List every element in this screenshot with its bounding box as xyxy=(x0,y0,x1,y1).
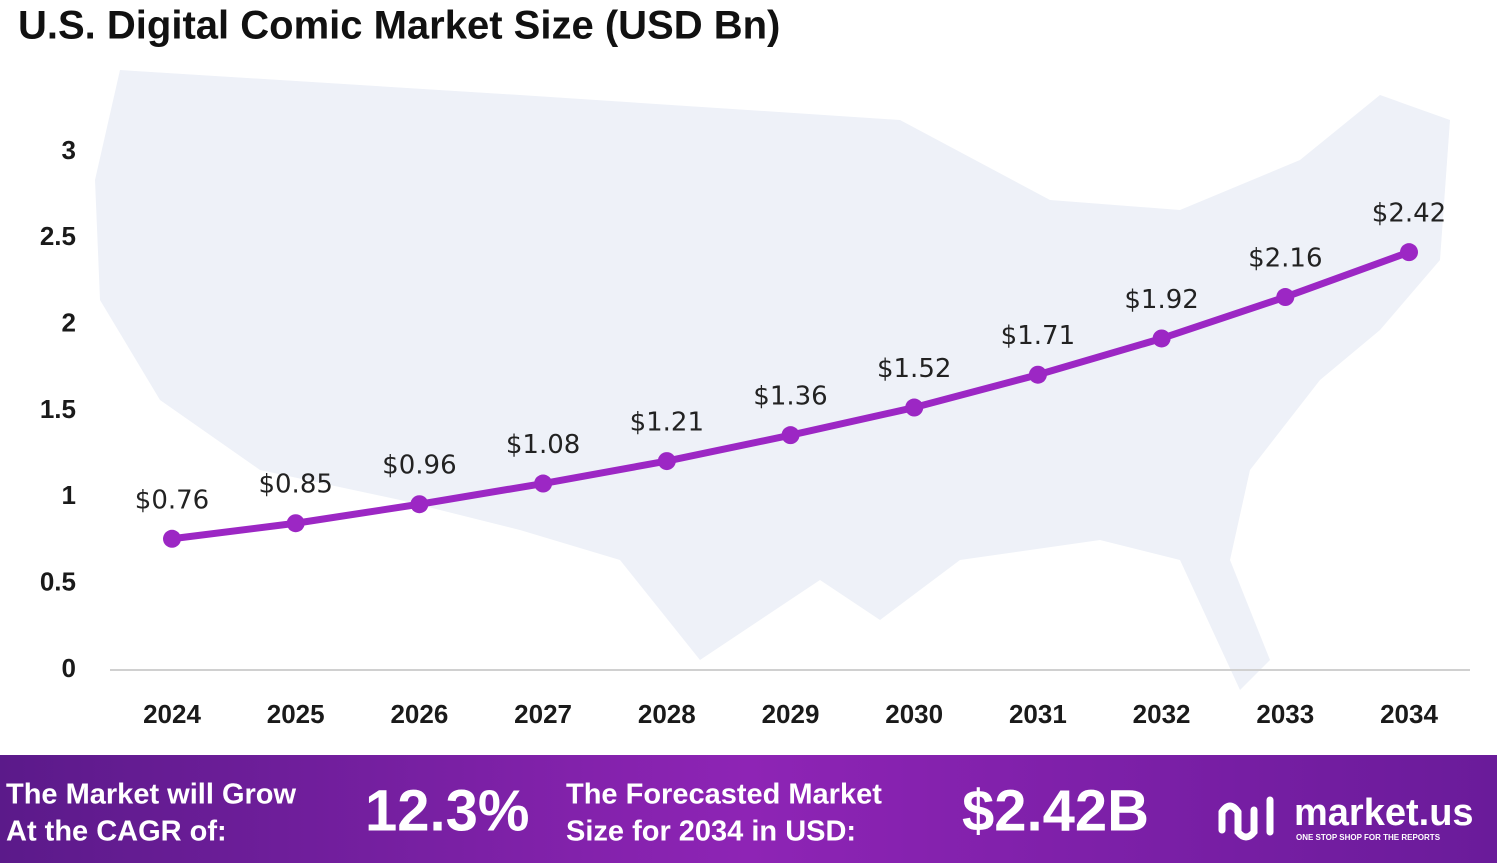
data-point xyxy=(1400,243,1418,262)
x-tick-label: 2033 xyxy=(1256,699,1314,729)
y-tick-label: 1 xyxy=(62,480,76,510)
footer-band xyxy=(0,755,1497,863)
data-point xyxy=(905,398,924,417)
value-label: $2.42 xyxy=(1372,199,1446,229)
y-tick-label: 3 xyxy=(62,135,76,165)
value-label: $1.92 xyxy=(1124,285,1198,315)
x-tick-label: 2027 xyxy=(514,699,572,729)
value-label: $0.85 xyxy=(258,470,332,500)
data-point xyxy=(1276,288,1295,307)
data-point xyxy=(410,495,429,514)
cagr-text: At the CAGR of: xyxy=(6,816,227,848)
value-label: $2.16 xyxy=(1248,244,1322,274)
data-point xyxy=(1028,365,1047,384)
forecast-text: Size for 2034 in USD: xyxy=(566,816,856,848)
data-point xyxy=(163,529,181,548)
data-point xyxy=(286,514,305,533)
value-label: $1.52 xyxy=(877,354,951,384)
x-tick-label: 2034 xyxy=(1380,699,1438,729)
data-point xyxy=(534,474,553,493)
map-background xyxy=(95,70,1450,690)
forecast-text: The Forecasted Market xyxy=(566,779,882,811)
cagr-value: 12.3% xyxy=(365,778,529,843)
logo-icon xyxy=(1218,796,1274,841)
value-label: $0.76 xyxy=(135,485,209,515)
y-tick-label: 2.5 xyxy=(40,221,76,251)
data-point xyxy=(781,426,800,445)
value-label: $1.71 xyxy=(1001,321,1075,351)
y-tick-label: 0 xyxy=(62,653,76,683)
value-label: $1.21 xyxy=(630,408,704,438)
x-tick-label: 2025 xyxy=(267,699,325,729)
value-label: $1.08 xyxy=(506,430,580,460)
forecast-value: $2.42B xyxy=(962,778,1149,843)
value-label: $1.36 xyxy=(753,382,827,412)
logo-tagline: ONE STOP SHOP FOR THE REPORTS xyxy=(1296,833,1441,842)
chart-title: U.S. Digital Comic Market Size (USD Bn) xyxy=(18,4,780,48)
x-tick-label: 2028 xyxy=(638,699,696,729)
data-point xyxy=(1152,329,1171,348)
x-tick-label: 2026 xyxy=(390,699,448,729)
x-tick-label: 2024 xyxy=(143,699,201,729)
value-label: $0.96 xyxy=(382,451,456,481)
y-tick-label: 2 xyxy=(62,308,76,338)
logo-text: market.us xyxy=(1294,792,1474,834)
x-tick-label: 2030 xyxy=(885,699,943,729)
x-tick-label: 2032 xyxy=(1133,699,1191,729)
y-tick-label: 1.5 xyxy=(40,394,76,424)
x-tick-label: 2029 xyxy=(762,699,820,729)
x-tick-label: 2031 xyxy=(1009,699,1067,729)
data-point xyxy=(657,452,676,471)
cagr-text: The Market will Grow xyxy=(6,779,296,811)
y-tick-label: 0.5 xyxy=(40,567,76,597)
